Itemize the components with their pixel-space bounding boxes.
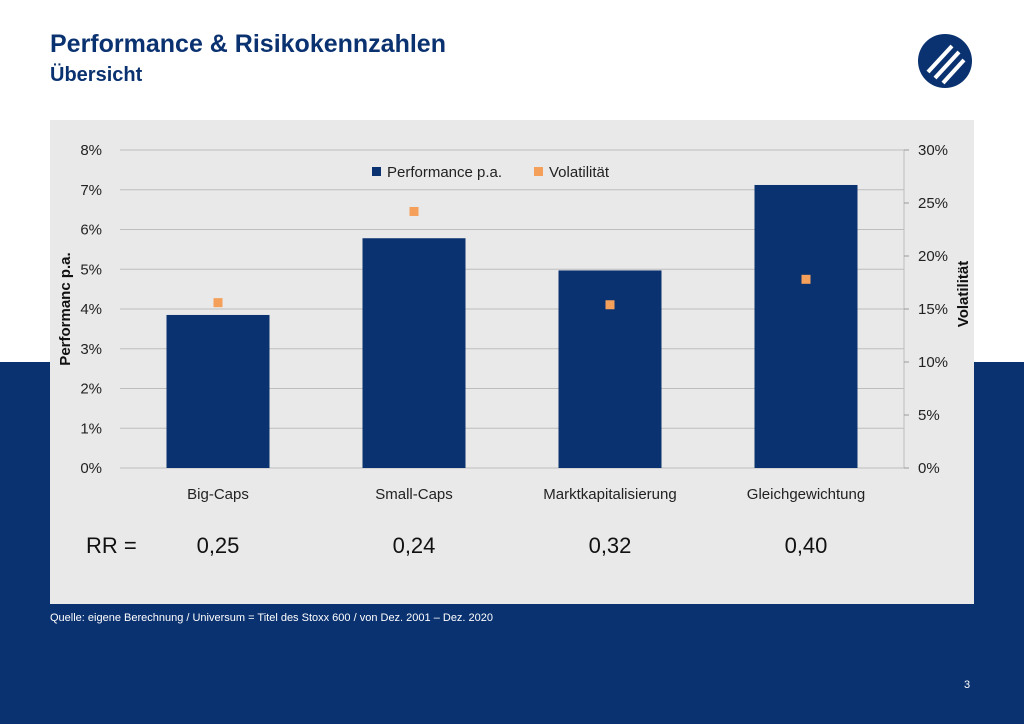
left-tick-label: 5% (80, 261, 102, 278)
right-axis-ticks: 0% 5% 10% 15% 20% 25% 30% (904, 142, 948, 477)
right-tick-label: 10% (918, 354, 948, 371)
page-title: Performance & Risikokennzahlen (50, 30, 446, 58)
left-tick-label: 1% (80, 420, 102, 437)
left-tick-label: 0% (80, 460, 102, 477)
page-subtitle: Übersicht (50, 64, 143, 86)
category-label: Gleichgewichtung (747, 486, 865, 503)
volatility-marker-1 (213, 298, 223, 308)
legend-label-performance: Performance p.a. (387, 164, 502, 181)
volatility-marker-2 (409, 206, 419, 216)
chart-legend: Performance p.a. Volatilität (372, 164, 610, 181)
right-tick-label: 30% (918, 142, 948, 159)
category-labels: Big-Caps Small-Caps Marktkapitalisierung Gl… (187, 486, 865, 503)
right-tick-label: 20% (918, 248, 948, 265)
left-tick-label: 8% (80, 142, 102, 159)
company-logo-icon (918, 34, 972, 88)
rr-label: RR = (86, 533, 137, 558)
volatility-marker-4 (801, 274, 811, 284)
chart-panel: 0% 1% 2% 3% 4% 5% 6% 7% 8% 0% 5% 10% 15% 20% 25% 30% B… (50, 120, 974, 604)
left-tick-label: 4% (80, 301, 102, 318)
chart-bars (166, 184, 858, 468)
source-note: Quelle: eigene Berechnung / Universum = … (50, 612, 494, 624)
rr-value: 0,24 (392, 533, 436, 558)
category-label: Big-Caps (187, 486, 249, 503)
right-tick-label: 5% (918, 407, 940, 424)
bar-chart: 0% 1% 2% 3% 4% 5% 6% 7% 8% 0% 5% 10% 15% 20% 25% 30% B… (57, 142, 972, 503)
left-tick-label: 6% (80, 222, 102, 239)
bar-1 (166, 314, 270, 468)
left-axis-ticks: 0% 1% 2% 3% 4% 5% 6% 7% 8% (80, 142, 102, 477)
axis-titles: Performanc p.a. Volatilität (57, 252, 972, 365)
legend-label-volatility: Volatilität (549, 164, 610, 181)
chart-markers (213, 206, 811, 310)
bar-4 (754, 184, 858, 468)
left-tick-label: 7% (80, 182, 102, 199)
legend-swatch-performance (372, 167, 381, 176)
left-tick-label: 3% (80, 341, 102, 358)
bar-2 (362, 238, 466, 468)
right-tick-label: 0% (918, 460, 940, 477)
page-number: 3 (964, 679, 971, 691)
left-axis-title: Performanc p.a. (57, 252, 74, 365)
left-tick-label: 2% (80, 381, 102, 398)
legend-swatch-volatility (534, 167, 543, 176)
rr-value: 0,32 (588, 533, 632, 558)
right-tick-label: 25% (918, 195, 948, 212)
volatility-marker-3 (605, 300, 615, 310)
rr-value: 0,40 (784, 533, 828, 558)
category-label: Small-Caps (375, 486, 453, 503)
category-label: Marktkapitalisierung (543, 486, 676, 503)
rr-value: 0,25 (196, 533, 240, 558)
right-tick-label: 15% (918, 301, 948, 318)
right-axis-title: Volatilität (955, 261, 972, 327)
bar-3 (558, 270, 662, 468)
